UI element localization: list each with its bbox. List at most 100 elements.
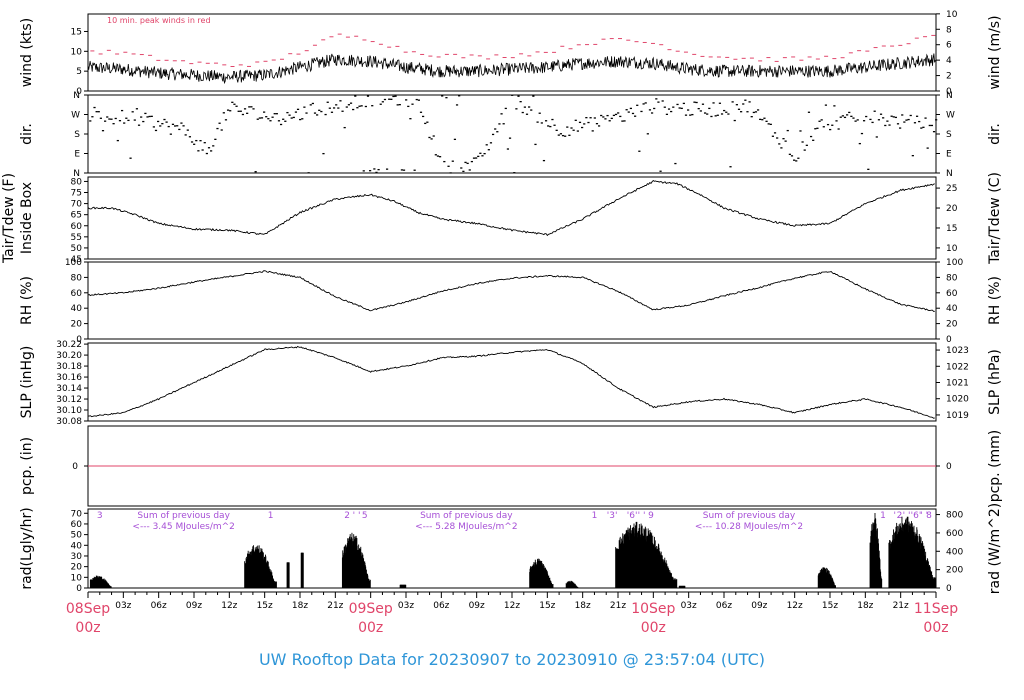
left-tick-label: E	[74, 150, 80, 160]
dir-point	[377, 168, 380, 171]
dir-point	[534, 143, 537, 146]
dir-point	[667, 108, 671, 110]
dir-point	[932, 131, 936, 133]
dir-point	[186, 129, 189, 131]
dir-point	[525, 113, 529, 115]
dir-point	[888, 124, 891, 126]
dir-point	[623, 120, 626, 122]
dir-point	[748, 101, 751, 103]
dir-point	[542, 159, 546, 162]
dir-point	[210, 150, 213, 152]
left-tick-label: 0	[76, 584, 82, 594]
dir-point	[578, 121, 582, 124]
dir-point	[307, 172, 310, 174]
dir-point	[104, 120, 107, 122]
right-tick-label: 15	[946, 224, 957, 234]
dir-point	[445, 97, 448, 99]
hour-label: 21z	[610, 601, 626, 611]
dir-point	[120, 109, 124, 112]
dir-point	[903, 121, 906, 123]
dir-point	[519, 101, 522, 103]
dir-point	[640, 110, 643, 113]
hour-label: 03z	[115, 601, 131, 611]
rad-marker: 2	[897, 511, 903, 521]
wind-peak-marks	[90, 33, 936, 67]
dir-point	[152, 126, 155, 128]
hour-label: 06z	[716, 601, 732, 611]
dir-point	[608, 120, 611, 122]
dir-point	[381, 101, 384, 103]
dir-point	[504, 107, 507, 110]
rh-ylabel-left: RH (%)	[19, 276, 35, 325]
dir-point	[508, 137, 512, 139]
dir-point	[146, 116, 149, 118]
dir-point	[930, 124, 934, 127]
dir-ylabel-left: dir.	[19, 123, 35, 145]
right-tick-label: 6	[946, 41, 952, 51]
dir-point	[854, 120, 857, 122]
dir-point	[279, 123, 283, 126]
dir-point	[589, 117, 592, 119]
slp-line	[87, 345, 935, 419]
rad-marker: 9	[648, 511, 654, 521]
dir-point	[538, 112, 541, 114]
dir-point	[235, 105, 238, 107]
dir-point	[528, 106, 531, 108]
dir-point	[829, 128, 832, 131]
left-tick-label: 30.18	[56, 362, 82, 372]
dir-frame	[87, 94, 937, 174]
dir-point	[742, 103, 745, 105]
dir-point	[710, 115, 713, 118]
dir-point	[422, 115, 425, 118]
dir-point	[405, 99, 408, 101]
dir-point	[358, 105, 361, 107]
dir-point	[487, 149, 490, 151]
dir-point	[137, 124, 141, 126]
dir-point	[650, 112, 654, 114]
dir-point	[290, 117, 293, 119]
dir-point	[610, 117, 613, 120]
dir-point	[394, 95, 397, 97]
dir-point	[663, 106, 666, 108]
dir-point	[805, 144, 808, 146]
left-tick-label: 75	[71, 189, 82, 199]
rad-sum-label-2: Sum of previous day	[703, 511, 796, 521]
dir-point	[627, 111, 630, 113]
dir-point	[451, 160, 454, 162]
right-tick-label: 400	[946, 547, 963, 557]
dir-point	[614, 113, 618, 116]
date-label: 11Sep	[914, 601, 958, 617]
dir-point	[398, 103, 401, 106]
dir-point	[517, 95, 520, 97]
dir-point	[809, 135, 813, 138]
dir-point	[229, 110, 232, 112]
dir-point	[621, 120, 624, 122]
dir-point	[385, 168, 389, 170]
dir-point	[214, 138, 217, 140]
dir-point	[896, 123, 900, 125]
dir-point	[383, 98, 387, 101]
dir-point	[835, 120, 838, 122]
dir-point	[915, 115, 919, 117]
dir-point	[165, 121, 168, 123]
dir-point	[684, 114, 688, 116]
dir-point	[576, 130, 579, 132]
temp-frame	[87, 176, 937, 260]
dir-point	[265, 116, 268, 118]
dir-point	[231, 101, 234, 103]
dir-point	[909, 114, 912, 117]
dir-point	[193, 143, 196, 145]
dir-point	[199, 140, 202, 142]
dir-point	[184, 134, 187, 136]
dir-point	[843, 116, 847, 119]
dir-point	[415, 98, 418, 101]
dir-point	[313, 112, 317, 114]
dir-point	[676, 103, 679, 106]
right-tick-label: 0	[946, 462, 952, 472]
dir-point	[720, 113, 724, 115]
dir-point	[479, 152, 482, 154]
rad-marker: 3	[97, 511, 103, 521]
dir-point	[549, 125, 552, 128]
dir-point	[148, 115, 151, 118]
